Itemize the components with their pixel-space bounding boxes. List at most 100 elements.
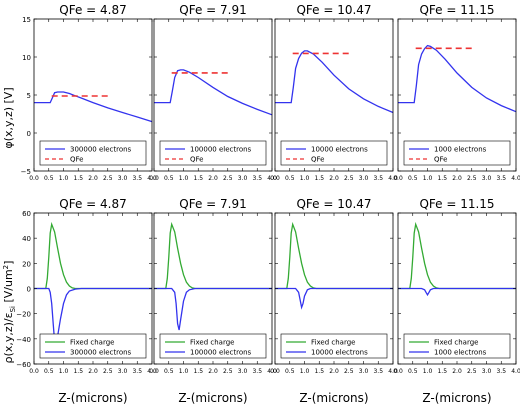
legend-label: QFe [190, 156, 203, 164]
legend-box [280, 333, 388, 359]
legend-box [159, 140, 267, 166]
x-tick-label: 3.5 [132, 175, 142, 182]
x-tick-label: 0.0 [29, 175, 39, 182]
series-line-1 [398, 221, 516, 290]
legend-label: Fixed charge [190, 339, 234, 347]
x-tick-label: 2.5 [467, 175, 477, 182]
x-tick-label: 1.5 [314, 368, 324, 375]
legend: 1000 electrons QFe [403, 140, 511, 166]
x-tick-label: 0.0 [149, 175, 159, 182]
x-tick-label: 2.5 [344, 175, 354, 182]
x-tick-label: 2.0 [88, 175, 98, 182]
x-tick-label: 0.5 [408, 175, 418, 182]
x-tick-label: 0.0 [393, 175, 403, 182]
x-tick-label: 4.0 [511, 175, 520, 182]
x-tick-label: 1.0 [179, 175, 189, 182]
legend-label: 10000 electrons [311, 349, 368, 357]
legend-label: 300000 electrons [70, 146, 132, 154]
x-tick-label: 3.0 [118, 175, 128, 182]
series-line-2 [34, 287, 152, 344]
bottom-ylabel-tail: [V/um [2, 269, 15, 306]
series-line-1 [275, 221, 393, 290]
panel-potential-2: QFe = 7.91 0.0 0.5 1.0 1.5 2.0 2.5 3.0 3.5 4.0 100… [149, 3, 277, 182]
y-tick-label: 15 [22, 16, 31, 24]
x-tick-label: 3.5 [373, 368, 383, 375]
panel-title: QFe = 7.91 [179, 197, 246, 211]
series-line-1 [275, 50, 394, 114]
x-tick-label: 1.5 [314, 175, 324, 182]
x-tick-label: 2.5 [344, 368, 354, 375]
legend-label: QFe [311, 156, 324, 164]
series-line-1 [154, 69, 273, 116]
x-tick-label: 1.5 [193, 175, 203, 182]
x-axis-label: Z-(microns) [422, 391, 491, 405]
panel-potential-4: QFe = 11.15 0.0 0.5 1.0 1.5 2.0 2.5 3.0 3.5 4.0 10… [393, 3, 520, 182]
x-tick-label: 1.5 [193, 368, 203, 375]
x-tick-label: 1.0 [179, 368, 189, 375]
x-tick-label: 3.5 [496, 368, 506, 375]
x-tick-label: 0.0 [393, 368, 403, 375]
x-tick-label: 2.5 [103, 175, 113, 182]
x-tick-label: 0.5 [44, 368, 54, 375]
y-tick-label: −40 [16, 336, 31, 344]
x-tick-label: 2.0 [88, 368, 98, 375]
panels-group: QFe = 4.870.0 0.5 1.0 1.5 2.0 2.5 3.0 3.5 4.0−50… [16, 3, 520, 405]
legend-box [403, 333, 511, 359]
legend-label: Fixed charge [311, 339, 355, 347]
panel-title: QFe = 4.87 [59, 3, 126, 17]
panel-potential-1: QFe = 4.870.0 0.5 1.0 1.5 2.0 2.5 3.0 3.5 4.0−50… [21, 3, 157, 182]
legend-label: 100000 electrons [190, 146, 252, 154]
top-y-axis-label: φ(x,y,z) [V] [2, 87, 15, 148]
bottom-ylabel-sup: 2 [2, 265, 10, 269]
series-line-2 [398, 287, 516, 297]
y-tick-label: −5 [21, 168, 31, 176]
x-tick-label: 0.5 [164, 368, 174, 375]
x-tick-label: 2.5 [223, 368, 233, 375]
series-line-1 [34, 91, 153, 123]
y-tick-label: 0 [27, 286, 31, 294]
legend: 10000 electrons QFe [280, 140, 388, 166]
x-tick-label: 2.5 [223, 175, 233, 182]
legend: Fixed charge 300000 electrons [39, 333, 147, 359]
panel-title: QFe = 7.91 [179, 3, 246, 17]
bottom-ylabel-sub: Si [9, 306, 17, 312]
y-tick-label: 60 [22, 210, 31, 218]
x-tick-label: 0.5 [44, 175, 54, 182]
legend: 100000 electrons QFe [159, 140, 267, 166]
x-tick-label: 3.0 [238, 175, 248, 182]
x-tick-label: 4.0 [147, 175, 157, 182]
x-tick-label: 4.0 [511, 368, 520, 375]
x-tick-label: 3.0 [118, 368, 128, 375]
x-tick-label: 0.0 [29, 368, 39, 375]
legend-box [159, 333, 267, 359]
bottom-y-axis-label: ρ(x,y,z)/εSi [V/um2] [2, 261, 17, 364]
x-tick-label: 1.0 [300, 175, 310, 182]
x-tick-label: 3.5 [252, 368, 262, 375]
x-tick-label: 1.0 [423, 175, 433, 182]
x-tick-label: 1.5 [437, 175, 447, 182]
series-line-2 [275, 287, 393, 310]
x-tick-label: 3.0 [359, 368, 369, 375]
x-tick-label: 3.5 [252, 175, 262, 182]
series-line-2 [154, 287, 272, 331]
x-tick-label: 2.0 [208, 175, 218, 182]
x-tick-label: 1.5 [73, 368, 83, 375]
legend: Fixed charge 10000 electrons [280, 333, 388, 359]
x-tick-label: 4.0 [388, 175, 398, 182]
y-tick-label: 5 [27, 92, 31, 100]
legend: Fixed charge 1000 electrons [403, 333, 511, 359]
x-tick-label: 2.0 [452, 368, 462, 375]
x-tick-label: 2.0 [329, 175, 339, 182]
x-tick-label: 2.5 [467, 368, 477, 375]
legend-label: 1000 electrons [434, 146, 487, 154]
x-tick-label: 4.0 [267, 368, 277, 375]
bottom-ylabel-end: ] [2, 261, 15, 265]
x-tick-label: 3.0 [238, 368, 248, 375]
legend-box [39, 140, 147, 166]
x-tick-label: 3.5 [132, 368, 142, 375]
legend-label: Fixed charge [434, 339, 478, 347]
legend-label: QFe [70, 156, 83, 164]
x-tick-label: 1.0 [300, 368, 310, 375]
y-tick-label: −60 [16, 361, 31, 369]
series-line-1 [398, 44, 517, 113]
